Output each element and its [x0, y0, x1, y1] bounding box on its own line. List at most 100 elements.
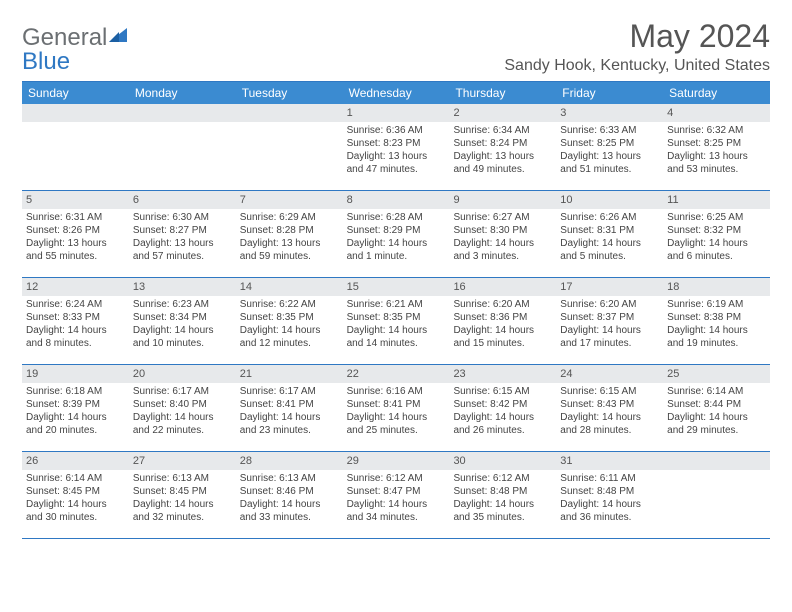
day-cell: 18Sunrise: 6:19 AMSunset: 8:38 PMDayligh…	[663, 278, 770, 364]
sunset-text: Sunset: 8:28 PM	[240, 224, 339, 237]
day-body: Sunrise: 6:11 AMSunset: 8:48 PMDaylight:…	[556, 470, 663, 526]
header: General Blue May 2024 Sandy Hook, Kentuc…	[22, 18, 770, 75]
daylight-text: Daylight: 14 hours and 32 minutes.	[133, 498, 232, 524]
sunset-text: Sunset: 8:38 PM	[667, 311, 766, 324]
daylight-text: Daylight: 14 hours and 8 minutes.	[26, 324, 125, 350]
sunset-text: Sunset: 8:32 PM	[667, 224, 766, 237]
sunrise-text: Sunrise: 6:25 AM	[667, 211, 766, 224]
sunset-text: Sunset: 8:35 PM	[347, 311, 446, 324]
sunset-text: Sunset: 8:46 PM	[240, 485, 339, 498]
day-body: Sunrise: 6:36 AMSunset: 8:23 PMDaylight:…	[343, 122, 450, 178]
day-cell: 26Sunrise: 6:14 AMSunset: 8:45 PMDayligh…	[22, 452, 129, 538]
day-number: 23	[449, 365, 556, 383]
daylight-text: Daylight: 14 hours and 17 minutes.	[560, 324, 659, 350]
day-cell: 3Sunrise: 6:33 AMSunset: 8:25 PMDaylight…	[556, 104, 663, 190]
day-body: Sunrise: 6:19 AMSunset: 8:38 PMDaylight:…	[663, 296, 770, 352]
day-cell: 2Sunrise: 6:34 AMSunset: 8:24 PMDaylight…	[449, 104, 556, 190]
logo-text-1: General	[22, 24, 107, 51]
sunset-text: Sunset: 8:24 PM	[453, 137, 552, 150]
daylight-text: Daylight: 14 hours and 20 minutes.	[26, 411, 125, 437]
daylight-text: Daylight: 13 hours and 53 minutes.	[667, 150, 766, 176]
day-body: Sunrise: 6:20 AMSunset: 8:36 PMDaylight:…	[449, 296, 556, 352]
day-cell: 24Sunrise: 6:15 AMSunset: 8:43 PMDayligh…	[556, 365, 663, 451]
sunrise-text: Sunrise: 6:11 AM	[560, 472, 659, 485]
day-cell: 4Sunrise: 6:32 AMSunset: 8:25 PMDaylight…	[663, 104, 770, 190]
sunrise-text: Sunrise: 6:18 AM	[26, 385, 125, 398]
day-body: Sunrise: 6:18 AMSunset: 8:39 PMDaylight:…	[22, 383, 129, 439]
logo-text-2: Blue	[22, 48, 70, 75]
daylight-text: Daylight: 14 hours and 25 minutes.	[347, 411, 446, 437]
sunset-text: Sunset: 8:35 PM	[240, 311, 339, 324]
daylight-text: Daylight: 13 hours and 59 minutes.	[240, 237, 339, 263]
sunrise-text: Sunrise: 6:26 AM	[560, 211, 659, 224]
daylight-text: Daylight: 14 hours and 28 minutes.	[560, 411, 659, 437]
sunset-text: Sunset: 8:30 PM	[453, 224, 552, 237]
sunrise-text: Sunrise: 6:20 AM	[560, 298, 659, 311]
day-cell: 8Sunrise: 6:28 AMSunset: 8:29 PMDaylight…	[343, 191, 450, 277]
sunrise-text: Sunrise: 6:28 AM	[347, 211, 446, 224]
day-number: 18	[663, 278, 770, 296]
day-body: Sunrise: 6:13 AMSunset: 8:45 PMDaylight:…	[129, 470, 236, 526]
day-cell	[22, 104, 129, 190]
weekday-tue: Tuesday	[236, 82, 343, 104]
daylight-text: Daylight: 14 hours and 15 minutes.	[453, 324, 552, 350]
daylight-text: Daylight: 14 hours and 34 minutes.	[347, 498, 446, 524]
sunrise-text: Sunrise: 6:21 AM	[347, 298, 446, 311]
day-cell: 17Sunrise: 6:20 AMSunset: 8:37 PMDayligh…	[556, 278, 663, 364]
logo: General Blue	[22, 26, 131, 74]
day-body: Sunrise: 6:24 AMSunset: 8:33 PMDaylight:…	[22, 296, 129, 352]
sunrise-text: Sunrise: 6:12 AM	[453, 472, 552, 485]
day-cell	[663, 452, 770, 538]
day-body: Sunrise: 6:30 AMSunset: 8:27 PMDaylight:…	[129, 209, 236, 265]
sunrise-text: Sunrise: 6:36 AM	[347, 124, 446, 137]
day-cell: 1Sunrise: 6:36 AMSunset: 8:23 PMDaylight…	[343, 104, 450, 190]
day-number: 14	[236, 278, 343, 296]
day-body: Sunrise: 6:14 AMSunset: 8:44 PMDaylight:…	[663, 383, 770, 439]
calendar: Sunday Monday Tuesday Wednesday Thursday…	[22, 81, 770, 539]
sunrise-text: Sunrise: 6:15 AM	[453, 385, 552, 398]
day-number: 13	[129, 278, 236, 296]
day-number: 20	[129, 365, 236, 383]
sunrise-text: Sunrise: 6:12 AM	[347, 472, 446, 485]
day-number: 31	[556, 452, 663, 470]
daylight-text: Daylight: 13 hours and 51 minutes.	[560, 150, 659, 176]
day-body: Sunrise: 6:14 AMSunset: 8:45 PMDaylight:…	[22, 470, 129, 526]
day-body: Sunrise: 6:22 AMSunset: 8:35 PMDaylight:…	[236, 296, 343, 352]
day-body: Sunrise: 6:17 AMSunset: 8:41 PMDaylight:…	[236, 383, 343, 439]
day-number: 30	[449, 452, 556, 470]
sunset-text: Sunset: 8:39 PM	[26, 398, 125, 411]
sunset-text: Sunset: 8:41 PM	[347, 398, 446, 411]
weekday-sun: Sunday	[22, 82, 129, 104]
sunset-text: Sunset: 8:25 PM	[667, 137, 766, 150]
sunrise-text: Sunrise: 6:32 AM	[667, 124, 766, 137]
day-number: 29	[343, 452, 450, 470]
day-cell: 5Sunrise: 6:31 AMSunset: 8:26 PMDaylight…	[22, 191, 129, 277]
title-block: May 2024 Sandy Hook, Kentucky, United St…	[504, 18, 770, 75]
day-body: Sunrise: 6:25 AMSunset: 8:32 PMDaylight:…	[663, 209, 770, 265]
day-cell: 28Sunrise: 6:13 AMSunset: 8:46 PMDayligh…	[236, 452, 343, 538]
daylight-text: Daylight: 14 hours and 35 minutes.	[453, 498, 552, 524]
daylight-text: Daylight: 14 hours and 33 minutes.	[240, 498, 339, 524]
sunset-text: Sunset: 8:47 PM	[347, 485, 446, 498]
day-cell: 22Sunrise: 6:16 AMSunset: 8:41 PMDayligh…	[343, 365, 450, 451]
day-number	[236, 104, 343, 122]
day-body: Sunrise: 6:12 AMSunset: 8:48 PMDaylight:…	[449, 470, 556, 526]
day-number: 4	[663, 104, 770, 122]
daylight-text: Daylight: 14 hours and 6 minutes.	[667, 237, 766, 263]
sunrise-text: Sunrise: 6:15 AM	[560, 385, 659, 398]
day-number: 5	[22, 191, 129, 209]
week-row: 19Sunrise: 6:18 AMSunset: 8:39 PMDayligh…	[22, 365, 770, 452]
day-number	[663, 452, 770, 470]
sunset-text: Sunset: 8:44 PM	[667, 398, 766, 411]
day-cell: 23Sunrise: 6:15 AMSunset: 8:42 PMDayligh…	[449, 365, 556, 451]
week-row: 5Sunrise: 6:31 AMSunset: 8:26 PMDaylight…	[22, 191, 770, 278]
sunrise-text: Sunrise: 6:24 AM	[26, 298, 125, 311]
daylight-text: Daylight: 14 hours and 29 minutes.	[667, 411, 766, 437]
day-body: Sunrise: 6:32 AMSunset: 8:25 PMDaylight:…	[663, 122, 770, 178]
day-cell: 13Sunrise: 6:23 AMSunset: 8:34 PMDayligh…	[129, 278, 236, 364]
day-cell: 11Sunrise: 6:25 AMSunset: 8:32 PMDayligh…	[663, 191, 770, 277]
day-body: Sunrise: 6:16 AMSunset: 8:41 PMDaylight:…	[343, 383, 450, 439]
daylight-text: Daylight: 14 hours and 14 minutes.	[347, 324, 446, 350]
day-number: 10	[556, 191, 663, 209]
sunrise-text: Sunrise: 6:31 AM	[26, 211, 125, 224]
